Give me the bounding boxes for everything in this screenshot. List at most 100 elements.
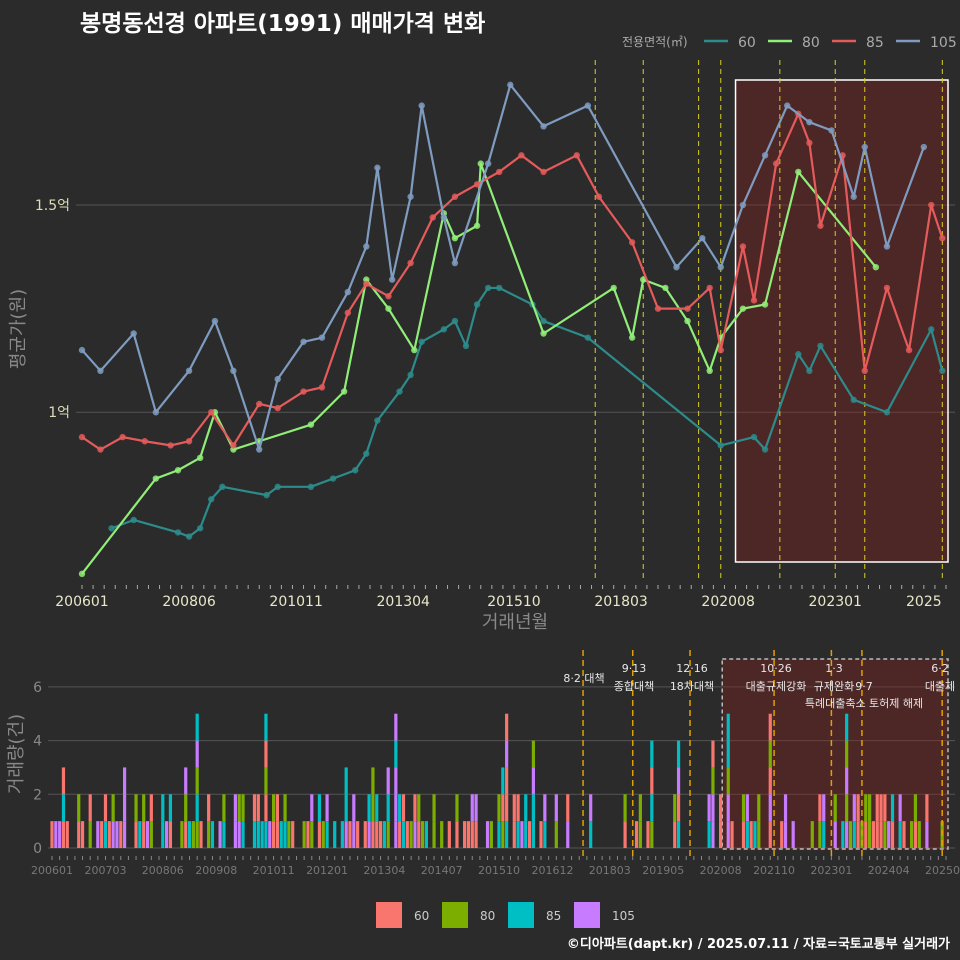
data-point-85 (573, 152, 580, 159)
bar-segment-85 (382, 821, 386, 848)
bar-segment-85 (589, 821, 593, 848)
bar-legend-label-105: 105 (612, 909, 635, 923)
bar-segment-85 (344, 767, 348, 795)
bar-segment-85 (394, 740, 398, 768)
bar-segment-60 (417, 821, 421, 848)
bar-segment-80 (207, 821, 211, 848)
bar-segment-85 (61, 794, 66, 822)
bar-segment-105 (233, 794, 237, 822)
data-point-60 (263, 491, 270, 499)
policy-label: 규제완화 (814, 680, 854, 693)
bar-segment-60 (883, 794, 887, 822)
bar-segment-60 (466, 821, 471, 848)
bar-segment-80 (264, 767, 268, 795)
bar-segment-85 (531, 821, 535, 848)
x-tick-label: 2025 (906, 594, 942, 610)
data-point-105 (861, 143, 868, 151)
bar-x-tick-label: 201905 (642, 864, 684, 877)
data-point-105 (507, 81, 514, 89)
data-point-80 (174, 467, 182, 474)
data-point-85 (540, 168, 547, 176)
bar-segment-60 (875, 821, 879, 848)
bar-segment-60 (623, 821, 627, 848)
bar-segment-105 (122, 821, 127, 848)
data-point-60 (750, 433, 758, 441)
data-point-105 (230, 367, 237, 374)
bar-segment-80 (195, 821, 199, 848)
policy-label: 6·2 (931, 662, 949, 675)
bar-segment-85 (676, 821, 681, 848)
data-point-60 (540, 317, 547, 325)
bar-segment-60 (65, 821, 69, 848)
data-point-85 (208, 409, 215, 416)
bar-segment-85 (333, 821, 337, 848)
bar-segment-85 (161, 821, 165, 848)
bar-segment-60 (527, 821, 532, 848)
bar-segment-80 (917, 821, 921, 848)
bar-segment-85 (650, 740, 654, 768)
policy-label: 9·7 (855, 680, 873, 693)
bar-segment-80 (191, 821, 195, 848)
bar-segment-85 (375, 794, 379, 822)
data-point-85 (141, 438, 148, 445)
data-point-85 (429, 214, 436, 221)
bar-segment-105 (566, 821, 570, 848)
bar-segment-80 (271, 794, 276, 822)
data-point-85 (654, 305, 662, 312)
data-point-60 (374, 417, 381, 424)
bar-segment-60 (413, 794, 417, 822)
x-tick-label: 201304 (377, 594, 431, 610)
legend-label-80: 80 (802, 35, 820, 51)
policy-label: 종합대책 (614, 680, 654, 693)
bar-segment-105 (54, 821, 58, 848)
data-point-105 (300, 338, 307, 345)
data-point-105 (699, 234, 706, 242)
bar-segment-80 (111, 794, 115, 822)
bar-segment-60 (405, 821, 409, 848)
bar-segment-85 (340, 821, 344, 848)
bar-segment-105 (325, 794, 329, 822)
bar-segment-85 (386, 794, 390, 822)
data-point-85 (883, 284, 891, 292)
bar-segment-60 (50, 821, 54, 848)
bar-segment-80 (497, 794, 501, 822)
bar-segment-105 (165, 821, 169, 848)
data-point-85 (97, 446, 104, 453)
data-point-60 (363, 450, 370, 457)
bar-segment-60 (77, 821, 81, 848)
bar-segment-80 (88, 821, 92, 848)
data-point-60 (196, 525, 204, 532)
data-point-105 (256, 446, 263, 453)
bar-x-tick-label: 200703 (84, 864, 126, 877)
bar-segment-105 (352, 794, 356, 822)
bar-segment-105 (925, 821, 929, 848)
bar-segment-60 (913, 821, 918, 848)
bar-segment-80 (726, 767, 730, 795)
bar-segment-60 (634, 821, 639, 848)
bar-segment-105 (344, 821, 348, 848)
bar-segment-80 (455, 794, 459, 822)
bar-segment-105 (352, 821, 356, 848)
bar-segment-80 (531, 740, 535, 768)
data-point-80 (540, 330, 547, 337)
policy-label: 대출규제강화 (746, 680, 807, 693)
bar-segment-85 (707, 821, 711, 848)
data-point-105 (451, 259, 459, 267)
data-point-85 (928, 201, 935, 209)
bar-segment-60 (871, 821, 876, 848)
data-point-105 (584, 102, 592, 109)
bar-segment-105 (726, 821, 730, 848)
data-point-85 (717, 346, 724, 354)
bar-segment-105 (195, 740, 199, 768)
policy-label: 18차대책 (670, 680, 714, 693)
data-point-80 (739, 305, 747, 312)
bar-x-tick-label: 200806 (142, 864, 184, 877)
bar-x-tick-label: 202008 (700, 864, 742, 877)
data-point-105 (418, 102, 425, 109)
bar-segment-85 (325, 821, 329, 848)
data-point-85 (739, 243, 747, 250)
bar-segment-60 (256, 794, 260, 822)
data-point-60 (462, 342, 470, 350)
bar-segment-60 (134, 821, 138, 848)
bar-segment-105 (505, 740, 509, 768)
